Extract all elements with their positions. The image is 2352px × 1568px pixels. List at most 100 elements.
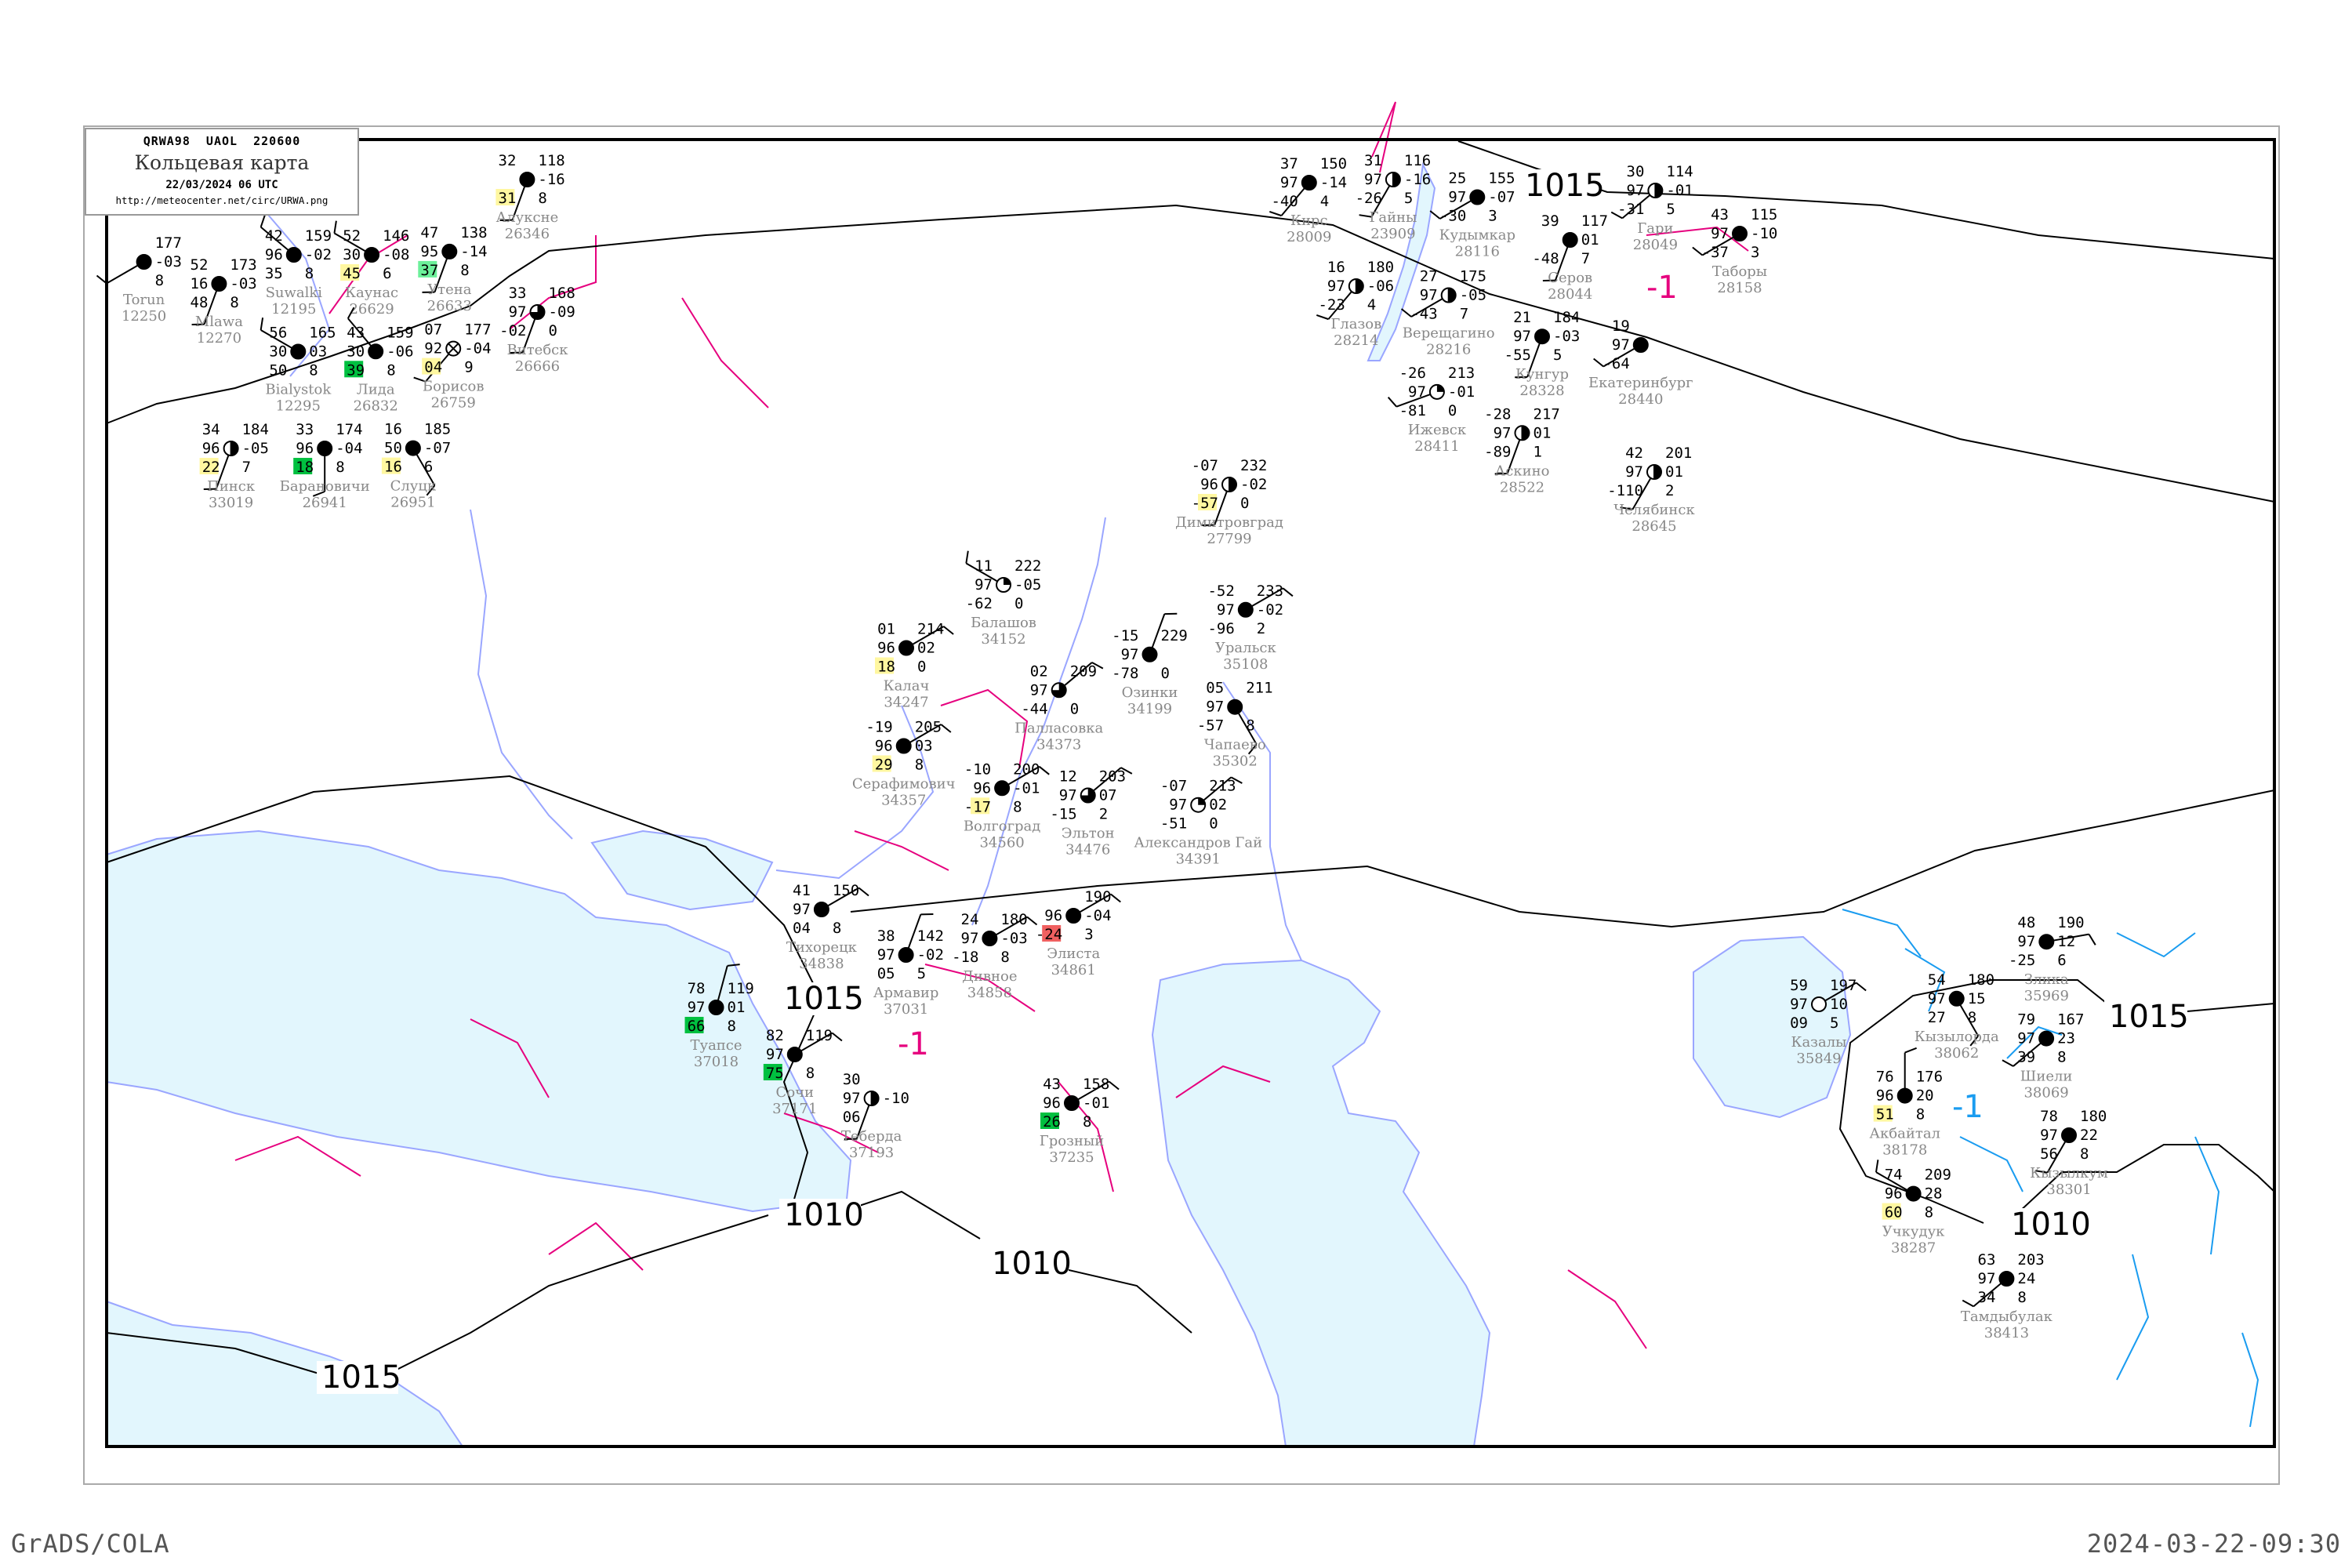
station-value-tr: 168: [549, 285, 575, 302]
station-name: Акбайтал: [1869, 1126, 1940, 1142]
station-id: 34858: [967, 985, 1012, 1001]
station-value-tr: 200: [1013, 760, 1040, 778]
station-value-br: 8: [1000, 949, 1009, 966]
isotherm-line: [548, 1221, 644, 1271]
station-value-tl: -52: [1207, 583, 1234, 600]
station-value-mr: 22: [2080, 1127, 2098, 1144]
station-name: Кунгур: [1515, 366, 1569, 383]
station-value-bl: -44: [1021, 700, 1047, 717]
station-value-tl: 42: [1625, 445, 1643, 462]
wind-barb-feather: [333, 220, 337, 234]
wind-barb-feather: [1039, 766, 1050, 775]
isotherm-line: [924, 964, 1036, 1012]
precip-flag: [684, 1017, 704, 1033]
station-value-tl: 43: [347, 324, 365, 341]
station-value-mr: -05: [1014, 576, 1041, 593]
station-value-ml: 97: [1030, 681, 1048, 699]
station-id: 38413: [1984, 1325, 2029, 1341]
station-value-bl: -48: [1532, 250, 1559, 267]
station-id: 28440: [1618, 391, 1663, 408]
isobar-label: 1015: [784, 981, 864, 1017]
ural-river: [1222, 681, 1302, 961]
station-name: Кызылкум: [2030, 1165, 2108, 1181]
station-value-bl: 04: [424, 359, 442, 376]
station-value-mr: 15: [1968, 990, 1986, 1007]
station-value-ml: 97: [1420, 287, 1438, 304]
station-value-br: 6: [424, 459, 433, 476]
isobar-line: [1457, 140, 2275, 260]
station-value-tl: 21: [1513, 309, 1531, 326]
station-value-mr: -10: [883, 1090, 909, 1107]
station-value-tr: 180: [1367, 259, 1394, 276]
station-id: 37193: [849, 1145, 894, 1161]
wind-barb-feather: [2034, 1170, 2048, 1174]
station-value-tl: 34: [202, 421, 220, 438]
precip-flag: [1042, 925, 1062, 942]
station-value-bl: 56: [2040, 1145, 2058, 1163]
isobar-label: 1010: [784, 1197, 864, 1233]
station-value-tr: 213: [1448, 365, 1475, 382]
wind-barb-feather: [1110, 893, 1121, 903]
title-box: QRWA98 UAOL 220600 Кольцевая карта 22/03…: [85, 128, 359, 216]
wind-barb-feather: [347, 307, 355, 319]
station-value-bl: 27: [1928, 1009, 1946, 1026]
